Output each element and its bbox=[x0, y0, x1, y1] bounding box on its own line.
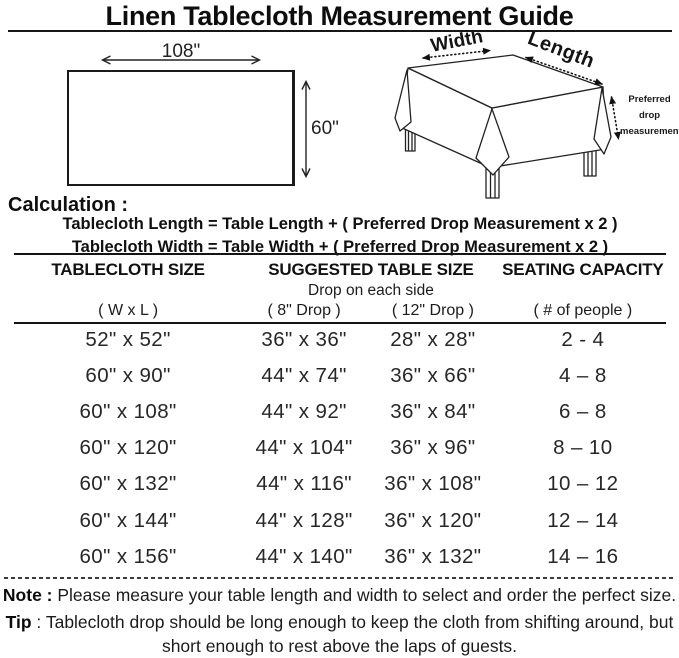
cell-8-drop: 36" x 36" bbox=[261, 328, 347, 352]
subheader-wxl: ( W x L ) bbox=[98, 302, 159, 319]
length-dotted-arrow bbox=[525, 56, 603, 86]
rectangle-diagram bbox=[67, 55, 311, 186]
cell-12-drop: 36" x 108" bbox=[384, 472, 482, 496]
cell-seating: 14 – 16 bbox=[547, 544, 619, 568]
cell-tablecloth-size: 52" x 52" bbox=[85, 328, 171, 352]
cell-8-drop: 44" x 128" bbox=[255, 508, 353, 532]
col-header-suggested-table-size: SUGGESTED TABLE SIZE bbox=[268, 259, 474, 279]
cell-12-drop: 36" x 132" bbox=[384, 544, 482, 568]
preferred-drop-label: Preferred drop measurement bbox=[620, 94, 679, 137]
note-label: Note : bbox=[2, 585, 53, 605]
width-dotted-arrow bbox=[422, 47, 491, 61]
cell-seating: 6 – 8 bbox=[559, 400, 607, 424]
calculation-heading: Calculation : bbox=[8, 194, 129, 216]
cell-tablecloth-size: 60" x 144" bbox=[79, 508, 177, 532]
rect-width-label: 108" bbox=[161, 41, 201, 62]
title-divider bbox=[8, 30, 672, 32]
formula-width: Tablecloth Width = Table Width + ( Prefe… bbox=[71, 237, 609, 256]
size-table-header: TABLECLOTH SIZE SUGGESTED TABLE SIZE SEA… bbox=[14, 253, 666, 324]
cell-seating: 4 – 8 bbox=[559, 364, 607, 388]
col-header-tablecloth-size: TABLECLOTH SIZE bbox=[51, 259, 205, 279]
cell-12-drop: 36" x 120" bbox=[384, 508, 482, 532]
cell-seating: 12 – 14 bbox=[547, 508, 619, 532]
cell-8-drop: 44" x 74" bbox=[261, 364, 347, 388]
drop-on-each-side-note: Drop on each side bbox=[308, 281, 434, 299]
table-illustration bbox=[394, 47, 621, 199]
tip-text-line2: short enough to rest above the laps of g… bbox=[161, 636, 518, 656]
page-title: Linen Tablecloth Measurement Guide bbox=[105, 1, 574, 31]
cell-seating: 10 – 12 bbox=[547, 472, 619, 496]
cell-tablecloth-size: 60" x 90" bbox=[85, 364, 171, 388]
cloth-corner-fold-left bbox=[394, 69, 412, 132]
calculation-formulas: Tablecloth Length = Table Length + ( Pre… bbox=[30, 213, 650, 258]
subheader-people: ( # of people ) bbox=[533, 302, 633, 319]
cell-seating: 8 – 10 bbox=[553, 436, 613, 460]
cell-8-drop: 44" x 104" bbox=[255, 436, 353, 460]
cloth-corner-fold-right bbox=[593, 87, 612, 155]
tablecloth-rectangle bbox=[67, 70, 294, 186]
subheader-8-drop: ( 8" Drop ) bbox=[267, 302, 341, 319]
subheader-12-drop: ( 12" Drop ) bbox=[391, 302, 474, 319]
cell-tablecloth-size: 60" x 120" bbox=[79, 436, 177, 460]
tip-label: Tip bbox=[5, 612, 32, 632]
cloth-corner-fold-front bbox=[475, 108, 510, 176]
cell-12-drop: 36" x 96" bbox=[390, 436, 476, 460]
drop-dotted-arrow bbox=[609, 96, 621, 140]
cell-seating: 2 - 4 bbox=[561, 328, 605, 352]
cell-8-drop: 44" x 140" bbox=[255, 544, 353, 568]
cell-12-drop: 36" x 84" bbox=[390, 400, 476, 424]
dashed-divider bbox=[4, 577, 676, 579]
cell-8-drop: 44" x 116" bbox=[256, 472, 352, 496]
cell-12-drop: 36" x 66" bbox=[390, 364, 476, 388]
cell-8-drop: 44" x 92" bbox=[261, 400, 347, 424]
formula-length: Tablecloth Length = Table Length + ( Pre… bbox=[62, 215, 618, 233]
cell-tablecloth-size: 60" x 108" bbox=[79, 400, 177, 424]
size-table-body: 52" x 52" 36" x 36" 28" x 28" 2 - 4 60" … bbox=[14, 322, 666, 575]
rect-height-label: 60" bbox=[311, 118, 339, 139]
cell-tablecloth-size: 60" x 132" bbox=[79, 472, 177, 496]
col-header-seating-capacity: SEATING CAPACITY bbox=[502, 259, 664, 279]
tip-text-line1: Tip : Tablecloth drop should be long eno… bbox=[5, 612, 674, 632]
note-text: Note : Please measure your table length … bbox=[2, 585, 677, 605]
cell-12-drop: 28" x 28" bbox=[390, 328, 476, 352]
cell-tablecloth-size: 60" x 156" bbox=[79, 544, 177, 568]
